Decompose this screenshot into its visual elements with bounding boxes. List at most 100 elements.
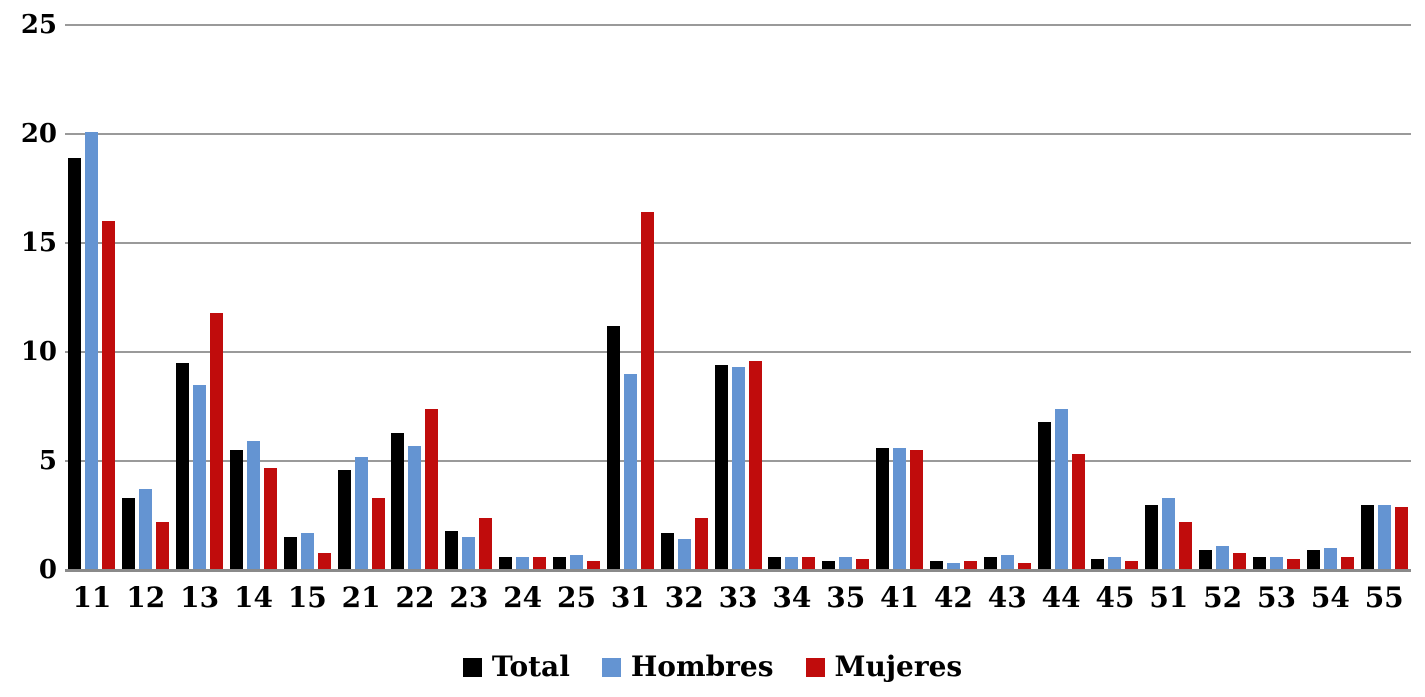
x-tick-label-34: 34 xyxy=(772,581,812,614)
x-tick-label-15: 15 xyxy=(287,581,327,614)
x-tick-label-32: 32 xyxy=(664,581,704,614)
x-tick-label-12: 12 xyxy=(126,581,166,614)
bar-mujeres-13 xyxy=(210,312,224,570)
bar-hombres-22 xyxy=(408,445,422,570)
x-tick-label-42: 42 xyxy=(933,581,973,614)
bar-hombres-32 xyxy=(677,539,691,570)
bar-hombres-53 xyxy=(1269,556,1283,570)
legend-item-hombres: Hombres xyxy=(601,650,774,684)
bar-group-21 xyxy=(334,25,388,570)
bar-mujeres-22 xyxy=(425,408,439,570)
bar-total-23 xyxy=(445,530,459,570)
x-tick-label-55: 55 xyxy=(1364,581,1404,614)
bar-mujeres-44 xyxy=(1071,454,1085,570)
legend: Total Hombres Mujeres xyxy=(0,650,1425,684)
bar-hombres-14 xyxy=(246,441,260,570)
bar-hombres-13 xyxy=(193,384,207,570)
bar-hombres-31 xyxy=(623,373,637,570)
plot-area: 0 5 10 15 20 25 xyxy=(21,10,1411,585)
x-tick-label-25: 25 xyxy=(557,581,596,614)
x-tick-label-24: 24 xyxy=(503,581,543,614)
bar-group-15 xyxy=(280,25,334,570)
bar-mujeres-24 xyxy=(533,556,547,570)
bar-mujeres-41 xyxy=(910,450,924,570)
legend-label: Mujeres xyxy=(834,650,963,683)
bar-mujeres-53 xyxy=(1286,559,1300,570)
bar-group-23 xyxy=(442,25,496,570)
legend-label: Hombres xyxy=(630,650,774,683)
bar-hombres-42 xyxy=(946,563,960,570)
bar-total-34 xyxy=(768,556,782,570)
bar-hombres-43 xyxy=(1000,554,1014,570)
bar-hombres-11 xyxy=(85,131,99,570)
x-tick-label-51: 51 xyxy=(1149,581,1189,614)
bar-hombres-44 xyxy=(1054,408,1068,570)
y-tick-label: 5 xyxy=(38,446,57,476)
x-tick-label-43: 43 xyxy=(987,581,1027,614)
x-tick-label-23: 23 xyxy=(449,581,489,614)
bar-mujeres-45 xyxy=(1125,561,1139,570)
legend-swatch-icon xyxy=(805,657,825,677)
bar-mujeres-55 xyxy=(1394,506,1408,570)
bar-group-41 xyxy=(873,25,927,570)
bar-total-25 xyxy=(553,556,567,570)
bar-group-22 xyxy=(388,25,442,570)
bar-group-34 xyxy=(765,25,819,570)
x-axis-line xyxy=(65,569,1411,572)
bar-total-21 xyxy=(337,469,351,570)
bar-group-54 xyxy=(1303,25,1357,570)
bar-total-52 xyxy=(1199,550,1213,570)
bar-group-35 xyxy=(819,25,873,570)
x-tick-label-52: 52 xyxy=(1203,581,1243,614)
bar-hombres-52 xyxy=(1216,546,1230,570)
bar-mujeres-23 xyxy=(479,517,493,570)
bar-mujeres-15 xyxy=(317,552,331,570)
bar-group-44 xyxy=(1034,25,1088,570)
bar-hombres-55 xyxy=(1377,504,1391,570)
x-tick-label-41: 41 xyxy=(880,581,920,614)
gridline xyxy=(65,351,1411,353)
bar-mujeres-34 xyxy=(802,556,816,570)
bar-total-42 xyxy=(929,561,943,570)
y-tick-label: 20 xyxy=(20,119,57,149)
bar-mujeres-35 xyxy=(856,559,870,570)
bar-mujeres-51 xyxy=(1179,522,1193,570)
y-tick-label: 0 xyxy=(38,555,57,585)
bar-hombres-33 xyxy=(731,367,745,570)
bar-total-11 xyxy=(68,157,82,570)
bar-group-24 xyxy=(496,25,550,570)
bar-mujeres-25 xyxy=(587,561,601,570)
bar-group-32 xyxy=(657,25,711,570)
bar-hombres-12 xyxy=(139,489,153,570)
bar-total-12 xyxy=(122,498,136,570)
bar-hombres-15 xyxy=(300,532,314,570)
bar-hombres-25 xyxy=(570,554,584,570)
bar-hombres-51 xyxy=(1162,498,1176,570)
bar-group-45 xyxy=(1088,25,1142,570)
y-tick-label: 15 xyxy=(20,228,57,258)
legend-item-mujeres: Mujeres xyxy=(805,650,963,684)
bar-group-52 xyxy=(1196,25,1250,570)
bar-total-24 xyxy=(499,556,513,570)
bar-mujeres-21 xyxy=(371,498,385,570)
bar-group-43 xyxy=(980,25,1034,570)
y-tick-label: 10 xyxy=(20,337,57,367)
bar-group-42 xyxy=(927,25,981,570)
bar-total-15 xyxy=(283,537,297,570)
bar-hombres-34 xyxy=(785,556,799,570)
legend-item-total: Total xyxy=(462,650,570,684)
bar-hombres-24 xyxy=(516,556,530,570)
bar-total-31 xyxy=(606,325,620,570)
x-tick-label-21: 21 xyxy=(341,581,381,614)
y-tick-label: 25 xyxy=(20,10,57,40)
bar-hombres-23 xyxy=(462,537,476,570)
bar-total-35 xyxy=(822,561,836,570)
bar-mujeres-14 xyxy=(263,467,277,570)
bar-total-43 xyxy=(983,556,997,570)
bar-group-13 xyxy=(173,25,227,570)
x-tick-label-53: 53 xyxy=(1257,581,1296,614)
bar-total-53 xyxy=(1252,556,1266,570)
bar-total-44 xyxy=(1037,421,1051,570)
bar-hombres-21 xyxy=(354,456,368,570)
